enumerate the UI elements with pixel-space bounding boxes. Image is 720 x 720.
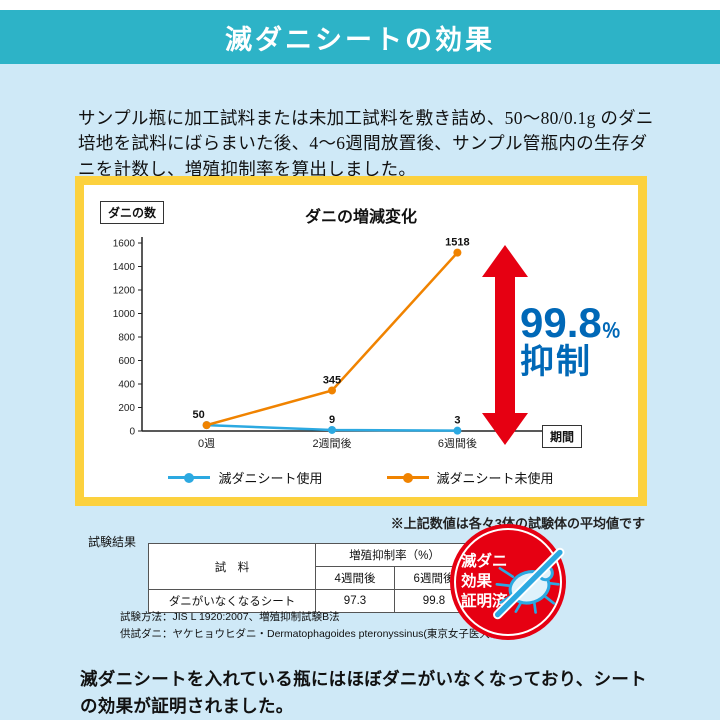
sample-header-cell: 試 料 [148, 543, 316, 590]
header: 滅ダニシートの効果 [0, 10, 720, 64]
badge-line-2: 効果 [461, 572, 493, 590]
mite-species-line: 供試ダニ：ヤケヒョウヒダニ・Dermatophagoides pteronyss… [120, 627, 504, 640]
legend-line-dot-icon [386, 472, 429, 483]
suppression-unit: ％ [601, 321, 621, 342]
badge-line-3: 証明済 [461, 593, 508, 611]
chart-title: ダニの増減変化 [304, 209, 417, 226]
svg-text:50: 50 [192, 409, 204, 421]
y-axis-label-box: ダニの数 [100, 201, 165, 224]
intro-text: サンプル瓶に加工試料または未加工試料を敷き詰め、50〜80/0.1g のダニ培地… [78, 107, 654, 180]
svg-text:345: 345 [323, 374, 341, 386]
conclusion-text: 滅ダニシートを入れている瓶にはほぼダニがいなくなっており、シートの効果が証明され… [80, 668, 647, 716]
chart-panel: ダニの数 ダニの増減変化 0 200 400 600 800 1000 1200 1400 16… [75, 176, 647, 506]
legend-item-used: 滅ダニシート使用 [168, 468, 323, 487]
badge-text: 滅ダニ 効果 証明済 [461, 552, 508, 612]
suppression-label: 抑制 [520, 343, 592, 382]
svg-text:1518: 1518 [445, 237, 469, 249]
line-chart: 0 200 400 600 800 1000 1200 1400 1600 0週 2週間後 6週間後 5… [113, 237, 544, 450]
page-title: 滅ダニシートの効果 [225, 24, 495, 55]
svg-text:800: 800 [118, 333, 135, 344]
svg-text:0: 0 [129, 427, 135, 438]
svg-text:1000: 1000 [113, 309, 136, 320]
svg-text:1200: 1200 [113, 286, 136, 297]
test-method-notes: 試験方法：JIS L 1920:2007、増殖抑制試験B法 供試ダニ：ヤケヒョウ… [120, 609, 504, 643]
svg-text:3: 3 [454, 415, 460, 427]
method-line: 試験方法：JIS L 1920:2007、増殖抑制試験B法 [120, 611, 340, 623]
svg-text:6週間後: 6週間後 [438, 436, 477, 450]
mite-icon [493, 547, 565, 620]
suppression-annotation: 99.8％ 抑制 [520, 299, 636, 382]
legend-item-unused: 滅ダニシート未使用 [386, 468, 554, 487]
svg-text:200: 200 [118, 403, 135, 414]
results-section-label: 試験結果 [88, 535, 137, 549]
badge-ring [454, 528, 562, 636]
svg-text:0週: 0週 [198, 437, 215, 450]
group-header-cell: 増殖抑制率（%） [315, 543, 474, 567]
results-table: 試 料 増殖抑制率（%） 4週間後 6週間後 ダニがいなくなるシート 97.3 … [148, 543, 474, 613]
subheader-4w: 4週間後 [315, 566, 395, 590]
chart-legend: 滅ダニシート使用 滅ダニシート未使用 [84, 468, 638, 487]
double-arrow-icon [482, 245, 528, 445]
sample-name-cell: ダニがいなくなるシート [148, 589, 316, 613]
svg-text:2週間後: 2週間後 [312, 436, 351, 450]
svg-text:9: 9 [329, 414, 335, 426]
badge-line-1: 滅ダニ [461, 552, 508, 570]
svg-text:600: 600 [118, 356, 135, 367]
legend-label-used: 滅ダニシート使用 [218, 471, 323, 486]
suppression-number: 99.8 [520, 299, 602, 346]
svg-text:1600: 1600 [113, 239, 136, 250]
legend-line-dot-icon [168, 472, 211, 483]
legend-label-unused: 滅ダニシート未使用 [436, 471, 554, 486]
svg-text:400: 400 [118, 380, 135, 391]
svg-text:1400: 1400 [113, 262, 136, 273]
x-axis-label-box: 期間 [542, 425, 583, 448]
proof-badge: 滅ダニ 効果 証明済 [450, 524, 566, 640]
average-note: ※上記数値は各々3体の試験体の平均値です [390, 516, 645, 531]
table-header-row: 試 料 増殖抑制率（%） [148, 543, 474, 590]
